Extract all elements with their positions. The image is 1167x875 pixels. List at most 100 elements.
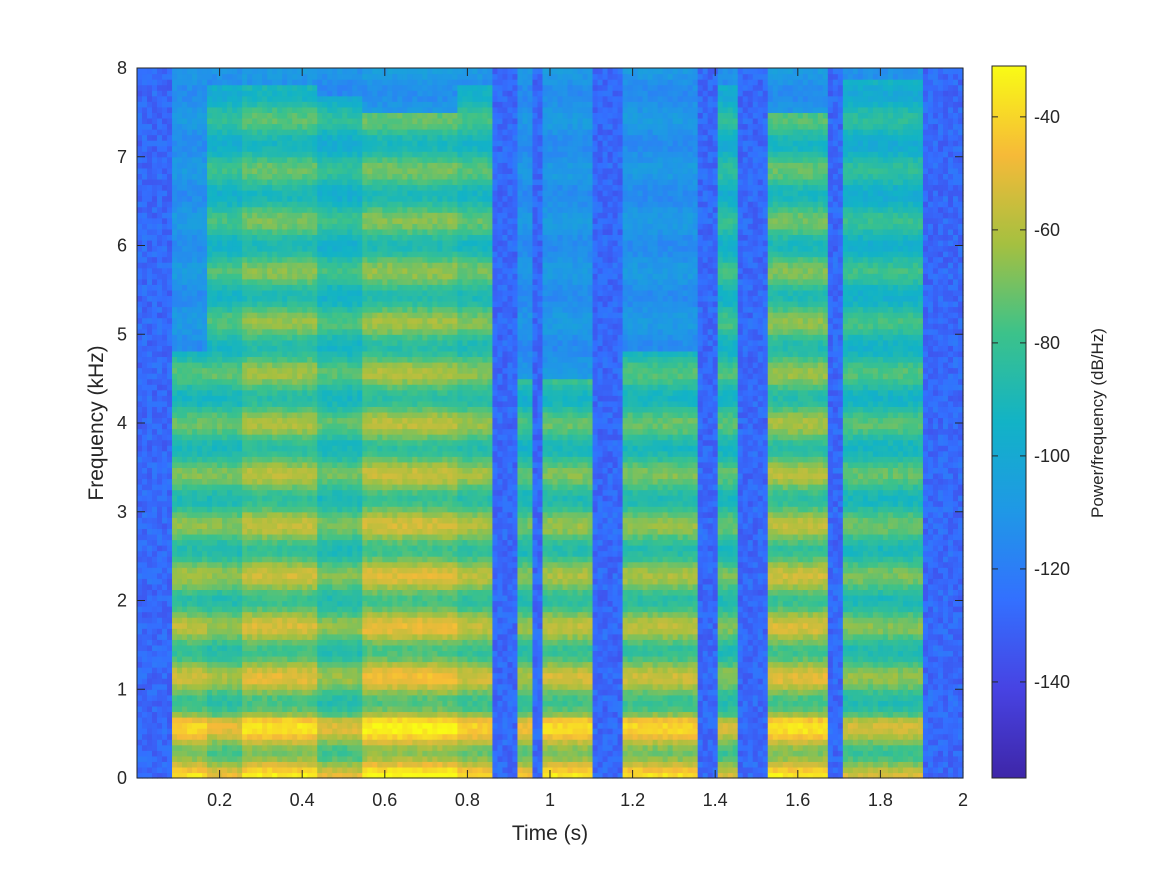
spectrogram-cell <box>272 140 278 146</box>
spectrogram-cell <box>177 401 183 407</box>
spectrogram-cell <box>247 517 253 523</box>
spectrogram-cell <box>212 379 218 385</box>
spectrogram-cell <box>317 229 323 235</box>
spectrogram-cell <box>217 501 223 507</box>
spectrogram-cell <box>282 146 288 152</box>
spectrogram-cell <box>247 379 253 385</box>
spectrogram-cell <box>172 445 178 451</box>
spectrogram-cell <box>312 523 318 529</box>
spectrogram-cell <box>282 207 288 213</box>
spectrogram-cell <box>187 74 193 80</box>
spectrogram-cell <box>147 190 153 196</box>
spectrogram-cell <box>162 750 168 756</box>
spectrogram-cell <box>292 301 298 307</box>
spectrogram-cell <box>207 473 213 479</box>
spectrogram-cell <box>157 107 163 113</box>
spectrogram-cell <box>202 628 208 634</box>
spectrogram-cell <box>192 123 198 129</box>
spectrogram-cell <box>202 662 208 668</box>
spectrogram-cell <box>302 290 308 296</box>
spectrogram-cell <box>187 634 193 640</box>
spectrogram-cell <box>187 750 193 756</box>
spectrogram-cell <box>162 107 168 113</box>
spectrogram-cell <box>267 650 273 656</box>
spectrogram-cell <box>272 717 278 723</box>
spectrogram-cell <box>182 667 188 673</box>
spectrogram-cell <box>157 151 163 157</box>
spectrogram-cell <box>162 417 168 423</box>
spectrogram-cell <box>197 395 203 401</box>
spectrogram-cell <box>192 384 198 390</box>
spectrogram-cell <box>192 684 198 690</box>
spectrogram-cell <box>142 734 148 740</box>
spectrogram-cell <box>227 295 233 301</box>
spectrogram-cell <box>137 528 143 534</box>
spectrogram-cell <box>292 467 298 473</box>
spectrogram-cell <box>312 395 318 401</box>
spectrogram-cell <box>247 601 253 607</box>
spectrogram-cell <box>282 662 288 668</box>
spectrogram-cell <box>217 434 223 440</box>
spectrogram-cell <box>197 190 203 196</box>
spectrogram-cell <box>267 584 273 590</box>
spectrogram-cell <box>207 678 213 684</box>
spectrogram-cell <box>247 562 253 568</box>
spectrogram-cell <box>217 478 223 484</box>
spectrogram-cell <box>262 107 268 113</box>
spectrogram-cell <box>257 478 263 484</box>
spectrogram-cell <box>267 107 273 113</box>
spectrogram-cell <box>272 334 278 340</box>
spectrogram-cell <box>307 723 313 729</box>
spectrogram-cell <box>187 279 193 285</box>
spectrogram-cell <box>287 578 293 584</box>
spectrogram-cell <box>212 700 218 706</box>
spectrogram-cell <box>242 146 248 152</box>
spectrogram-cell <box>277 512 283 518</box>
spectrogram-cell <box>242 517 248 523</box>
spectrogram-cell <box>322 351 328 357</box>
spectrogram-cell <box>167 79 173 85</box>
spectrogram-cell <box>322 307 328 313</box>
spectrogram-cell <box>272 395 278 401</box>
spectrogram-cell <box>267 562 273 568</box>
spectrogram-cell <box>162 478 168 484</box>
spectrogram-cell <box>282 578 288 584</box>
spectrogram-cell <box>182 279 188 285</box>
spectrogram-cell <box>247 196 253 202</box>
spectrogram-cell <box>312 74 318 80</box>
spectrogram-cell <box>182 401 188 407</box>
spectrogram-cell <box>242 251 248 257</box>
spectrogram-cell <box>192 445 198 451</box>
spectrogram-cell <box>157 406 163 412</box>
spectrogram-cell <box>292 495 298 501</box>
spectrogram-cell <box>297 373 303 379</box>
spectrogram-cell <box>182 556 188 562</box>
spectrogram-cell <box>162 390 168 396</box>
spectrogram-cell <box>167 234 173 240</box>
spectrogram-cell <box>272 506 278 512</box>
spectrogram-cell <box>317 135 323 141</box>
spectrogram-cell <box>302 462 308 468</box>
spectrogram-cell <box>212 162 218 168</box>
spectrogram-cell <box>287 589 293 595</box>
spectrogram-cell <box>302 356 308 362</box>
spectrogram-cell <box>222 573 228 579</box>
spectrogram-cell <box>147 362 153 368</box>
spectrogram-cell <box>172 323 178 329</box>
spectrogram-cell <box>247 528 253 534</box>
spectrogram-cell <box>237 645 243 651</box>
spectrogram-cell <box>242 467 248 473</box>
spectrogram-cell <box>182 107 188 113</box>
spectrogram-cell <box>272 617 278 623</box>
spectrogram-cell <box>187 251 193 257</box>
spectrogram-cell <box>192 750 198 756</box>
spectrogram-cell <box>282 112 288 118</box>
spectrogram-cell <box>237 445 243 451</box>
spectrogram-cell <box>227 723 233 729</box>
spectrogram-cell <box>322 423 328 429</box>
spectrogram-cell <box>142 634 148 640</box>
spectrogram-cell <box>232 662 238 668</box>
spectrogram-cell <box>322 345 328 351</box>
spectrogram-cell <box>197 534 203 540</box>
spectrogram-cell <box>287 467 293 473</box>
